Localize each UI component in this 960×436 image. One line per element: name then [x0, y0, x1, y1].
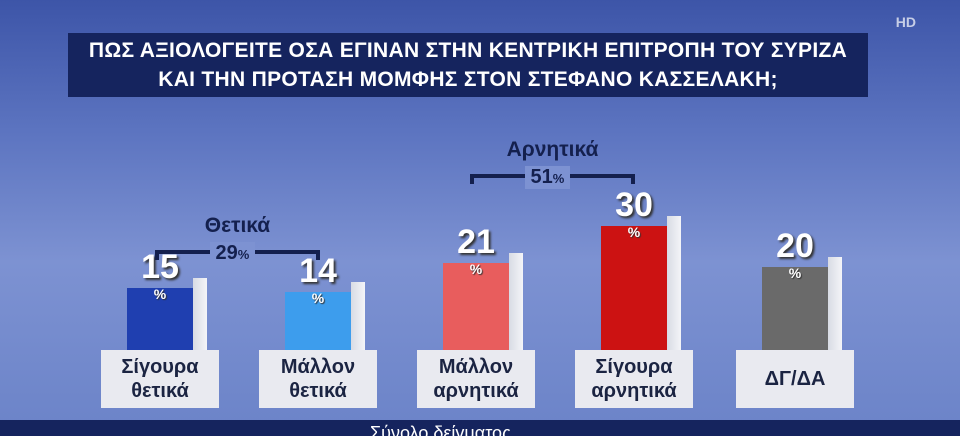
group-label: Θετικά — [204, 214, 271, 237]
category-label: ΔΓ/ΔΑ — [736, 350, 854, 408]
value-label: 15 — [141, 247, 179, 286]
bar-side — [828, 257, 842, 350]
bar — [601, 225, 667, 350]
group-unit: % — [552, 171, 565, 186]
logo: HD — [895, 14, 916, 30]
group-label: Αρνητικά — [506, 138, 599, 161]
bar — [127, 287, 193, 350]
value-label: 20 — [776, 227, 814, 265]
category-label: Μάλλον θετικά — [259, 350, 377, 408]
bar-side — [193, 277, 207, 350]
chart-title: ΠΩΣ ΑΞΙΟΛΟΓΕΙΤΕ ΟΣΑ ΕΓΙΝΑΝ ΣΤΗΝ ΚΕΝΤΡΙΚΗ… — [68, 33, 868, 97]
bar — [285, 291, 351, 350]
value-unit: % — [153, 285, 167, 302]
group-value: 51% — [524, 166, 571, 189]
bar-side — [509, 252, 523, 350]
note: Σύνολο δείγματος — [370, 423, 511, 436]
bar-side — [351, 281, 365, 350]
value-label: 30 — [615, 185, 653, 224]
category-label: Μάλλον αρνητικά — [417, 350, 535, 408]
value-label: 21 — [457, 222, 495, 261]
bar-side — [667, 215, 681, 350]
value-unit: % — [788, 265, 802, 281]
value-unit: % — [311, 289, 325, 306]
category-label: Σίγουρα αρνητικά — [575, 350, 693, 408]
category-label: Σίγουρα θετικά — [101, 350, 219, 408]
bar — [762, 267, 828, 350]
value-unit: % — [627, 223, 641, 240]
bar — [443, 262, 509, 350]
group-unit: % — [237, 247, 250, 262]
group-number: 29 — [215, 242, 238, 264]
group-number: 51 — [530, 166, 553, 188]
footer: Σύνολο δείγματος — [0, 420, 960, 436]
group-value: 29% — [209, 242, 256, 265]
value-unit: % — [469, 260, 483, 277]
